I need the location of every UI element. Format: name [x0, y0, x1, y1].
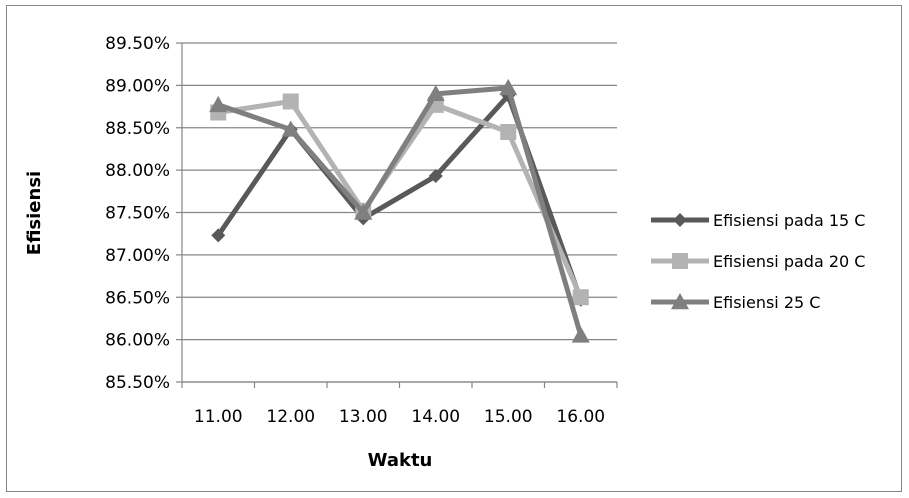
- legend-label: Efisiensi pada 15 C: [713, 211, 865, 230]
- line-chart: 85.50% 86.00% 86.50% 87.00% 87.50% 88.00% 88.5…: [24, 34, 865, 471]
- legend-label: Efisiensi pada 20 C: [713, 252, 865, 271]
- y-tick-label: 86.50%: [105, 288, 170, 308]
- series-line: [216, 93, 584, 301]
- series-3: [209, 78, 590, 343]
- x-tick-label: 12.00: [266, 407, 315, 427]
- legend-marker: [673, 213, 687, 227]
- legend-marker: [672, 253, 688, 269]
- legend-entry: Efisiensi pada 20 C: [651, 252, 865, 271]
- data-point: [428, 169, 443, 184]
- y-tick-label: 87.50%: [105, 204, 170, 224]
- series-lines: [209, 78, 590, 343]
- series-line: [217, 85, 584, 337]
- data-point: [354, 203, 373, 220]
- y-tick-label: 89.00%: [105, 76, 170, 96]
- y-axis-title: Efisiensi: [24, 171, 45, 255]
- y-tick-label: 88.50%: [105, 119, 170, 139]
- y-tick-label: 86.00%: [105, 331, 170, 351]
- y-tick-label: 89.50%: [105, 34, 170, 54]
- gridlines: [182, 42, 617, 383]
- legend-entry: Efisiensi pada 15 C: [651, 211, 865, 230]
- x-axis-title: Waktu: [368, 450, 433, 471]
- legend: Efisiensi pada 15 C Efisiensi pada 20 C Ef…: [651, 211, 865, 312]
- data-point: [572, 289, 589, 306]
- legend-label: Efisiensi 25 C: [713, 293, 820, 312]
- data-point: [499, 78, 518, 96]
- x-tick-label: 11.00: [194, 407, 243, 427]
- y-tick-label: 87.00%: [105, 246, 170, 266]
- data-point: [500, 123, 517, 140]
- data-point: [282, 93, 299, 110]
- legend-entry: Efisiensi 25 C: [651, 293, 820, 312]
- data-point: [571, 326, 590, 343]
- y-axis: 85.50% 86.00% 86.50% 87.00% 87.50% 88.00% 88.5…: [105, 34, 183, 393]
- y-tick-label: 88.00%: [105, 161, 170, 181]
- data-point: [426, 84, 445, 102]
- data-point: [211, 228, 226, 243]
- x-axis: 11.00 12.00 13.00 14.00 15.00 16.00: [181, 381, 618, 427]
- data-point: [209, 95, 228, 113]
- chart-frame: 85.50% 86.00% 86.50% 87.00% 87.50% 88.00% 88.5…: [6, 5, 902, 492]
- legend-marker: [671, 293, 689, 310]
- x-tick-label: 14.00: [411, 407, 460, 427]
- x-tick-label: 13.00: [339, 407, 388, 427]
- y-tick-label: 85.50%: [105, 373, 170, 393]
- data-point: [281, 120, 300, 137]
- x-tick-label: 15.00: [484, 407, 533, 427]
- x-tick-label: 16.00: [556, 407, 605, 427]
